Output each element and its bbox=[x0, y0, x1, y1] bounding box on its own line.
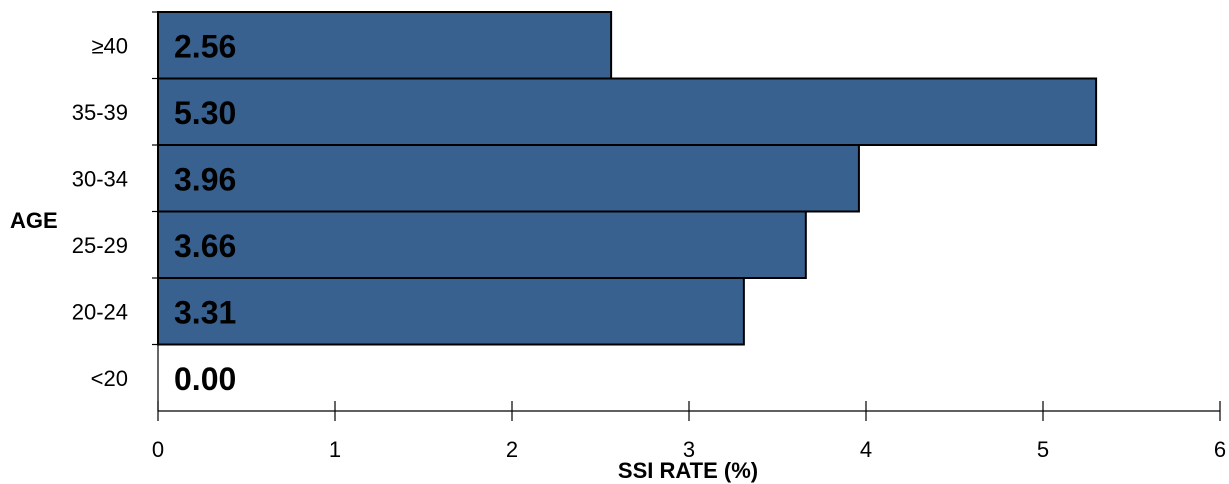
data-label-30-34: 3.96 bbox=[174, 161, 236, 197]
data-label-20-24: 3.31 bbox=[174, 294, 236, 330]
bar-25-29 bbox=[157, 210, 807, 279]
y-tick-label: 30-34 bbox=[72, 166, 128, 191]
x-tick-label: 0 bbox=[152, 437, 164, 462]
bars-group bbox=[157, 11, 1098, 346]
data-labels-group: 0.00 3.31 3.66 3.96 5.30 2.56 bbox=[174, 28, 236, 397]
y-ticks-group: <20 20-24 25-29 30-34 35-39 ≥40 bbox=[72, 11, 158, 391]
x-tick-label: 3 bbox=[683, 437, 695, 462]
y-tick-label: ≥40 bbox=[91, 33, 128, 58]
x-tick-label: 4 bbox=[860, 437, 872, 462]
x-tick-label: 2 bbox=[506, 437, 518, 462]
data-label-25-29: 3.66 bbox=[174, 228, 236, 264]
data-label-≥40: 2.56 bbox=[174, 28, 236, 64]
bar-≥40 bbox=[157, 11, 613, 80]
y-axis-title: AGE bbox=[10, 208, 58, 233]
x-tick-label: 6 bbox=[1214, 437, 1226, 462]
data-label-<20: 0.00 bbox=[174, 361, 236, 397]
bar-30-34 bbox=[157, 144, 860, 213]
bar-20-24 bbox=[157, 277, 745, 346]
y-tick-label: <20 bbox=[91, 366, 128, 391]
x-tick-label: 1 bbox=[329, 437, 341, 462]
bar-35-39 bbox=[157, 77, 1098, 146]
x-ticks-group: 0 1 2 3 4 5 6 bbox=[152, 401, 1226, 462]
x-axis-title: SSI RATE (%) bbox=[618, 458, 758, 483]
y-tick-label: 20-24 bbox=[72, 299, 128, 324]
data-label-35-39: 5.30 bbox=[174, 95, 236, 131]
x-tick-label: 5 bbox=[1037, 437, 1049, 462]
y-tick-label: 25-29 bbox=[72, 233, 128, 258]
y-tick-label: 35-39 bbox=[72, 100, 128, 125]
